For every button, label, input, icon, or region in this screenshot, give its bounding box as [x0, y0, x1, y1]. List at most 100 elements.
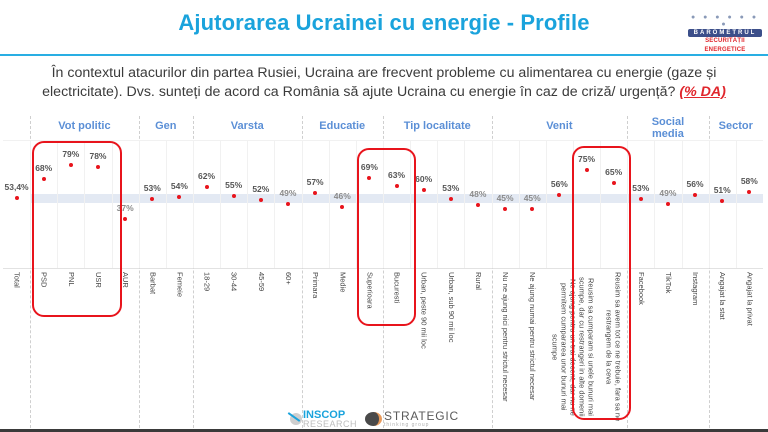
question-text: În contextul atacurilor din partea Rusie…	[42, 65, 717, 100]
x-axis-label: Reusim sa cumparam si unele bunuri mai s…	[577, 277, 596, 417]
group-separator	[301, 116, 303, 428]
logo-subtitle: SECURITĂȚII ENERGETICE	[704, 38, 746, 53]
x-axis-label: Superioara	[365, 272, 375, 309]
total-reference-band	[30, 194, 763, 203]
x-axis-label: Medie	[338, 272, 348, 293]
data-point	[258, 197, 263, 202]
data-point	[421, 187, 426, 192]
x-axis-label: Bucuresti	[392, 272, 402, 304]
data-point	[41, 177, 46, 182]
column-gridline	[274, 140, 276, 268]
bottom-bar	[0, 429, 768, 432]
column-gridline	[84, 140, 86, 268]
data-point	[665, 201, 670, 206]
x-axis-label: Angajat la privat	[745, 272, 755, 326]
value-label: 63%	[388, 169, 406, 180]
value-label: 69%	[360, 162, 378, 173]
value-label: 68%	[35, 163, 53, 174]
value-label: 55%	[225, 179, 243, 190]
group-header-sector: Sector	[718, 120, 753, 132]
column-gridline	[57, 140, 59, 268]
value-label: 53%	[632, 182, 650, 193]
value-label: 60%	[415, 173, 433, 184]
x-axis-label: AUR	[121, 272, 131, 288]
column-gridline	[355, 140, 357, 268]
x-axis-label: 60+	[283, 272, 293, 285]
data-point	[177, 195, 182, 200]
measure-label: (% DA)	[679, 84, 726, 100]
column-gridline	[111, 140, 113, 268]
column-gridline	[437, 140, 439, 268]
value-label: 53%	[442, 182, 460, 193]
group-header-tip-localitate: Tip localitate	[403, 120, 471, 132]
x-axis-label: Ne ajung numai pentru strictul necesar	[528, 272, 538, 401]
x-axis-label: Femeie	[175, 272, 185, 298]
data-point	[204, 184, 209, 189]
column-gridline	[165, 140, 167, 268]
x-axis-label: Urban, sub 90 mii loc	[446, 272, 456, 343]
group-header-gen: Gen	[155, 120, 177, 132]
column-gridline	[301, 140, 303, 268]
data-point	[720, 199, 725, 204]
column-gridline	[192, 140, 194, 268]
barometrul-logo: ● ● ● ● ● ● ● BAROMETRUL SECURITĂȚII ENE…	[688, 14, 762, 53]
strategic-logo: STRATEGIC thinking group	[365, 410, 459, 428]
column-gridline	[491, 140, 493, 268]
strategic-horse-icon	[365, 412, 383, 426]
value-label: 54%	[170, 181, 188, 192]
x-axis-label: Primara	[311, 272, 321, 299]
highlight-box-2	[357, 148, 416, 326]
group-separator	[138, 116, 140, 428]
group-header-social-media: Social media	[651, 116, 685, 140]
data-point	[557, 192, 562, 197]
value-label: 53%	[143, 182, 161, 193]
highlight-box-1	[32, 141, 122, 317]
data-point	[638, 196, 643, 201]
value-label: 78%	[89, 150, 107, 161]
x-axis-label: Rural	[473, 272, 483, 290]
data-point	[693, 192, 698, 197]
x-axis-label: Total	[12, 272, 22, 288]
inscop-icon	[290, 413, 302, 425]
x-axis-label: 18-29	[202, 272, 212, 292]
x-axis-label: Angajat la stat	[718, 272, 728, 320]
data-point	[503, 206, 508, 211]
data-point	[367, 176, 372, 181]
x-axis-label: PNL	[66, 272, 76, 287]
x-axis-label: Facebook	[636, 272, 646, 305]
data-point	[340, 205, 345, 210]
data-point	[285, 201, 290, 206]
value-label: 79%	[62, 149, 80, 160]
value-label: 46%	[333, 191, 351, 202]
data-point	[313, 191, 318, 196]
logo-dots-icon: ● ● ● ● ● ● ●	[690, 14, 760, 28]
column-gridline	[708, 140, 710, 268]
group-separator	[30, 116, 32, 428]
value-label: 37%	[116, 202, 134, 213]
group-separator	[491, 116, 493, 428]
value-label: 53,4%	[4, 182, 29, 192]
data-point	[611, 181, 616, 186]
x-axis-label: TikTok	[663, 272, 673, 294]
highlight-box-3	[572, 146, 631, 420]
data-point	[475, 202, 480, 207]
column-gridline	[410, 140, 412, 268]
group-header-varsta: Varsta	[230, 120, 264, 132]
x-axis-label: Nu ne ajung nici pentru strictul necesar	[501, 272, 511, 402]
x-axis-label: Instagram	[691, 272, 701, 306]
column-gridline	[30, 140, 32, 268]
group-header-venit: Venit	[546, 120, 573, 132]
column-gridline	[382, 140, 384, 268]
group-header-educatie: Educatie	[319, 120, 366, 132]
column-gridline	[328, 140, 330, 268]
data-point	[95, 164, 100, 169]
header-divider	[0, 54, 768, 56]
value-label: 56%	[686, 178, 704, 189]
data-point	[150, 196, 155, 201]
value-label: 52%	[252, 183, 270, 194]
inscop-name: INSCOP	[303, 408, 346, 421]
x-axis-label: Urban, peste 90 mii loc	[419, 272, 429, 349]
group-separator	[382, 116, 384, 428]
value-label: 58%	[740, 176, 758, 187]
data-point	[123, 216, 128, 221]
